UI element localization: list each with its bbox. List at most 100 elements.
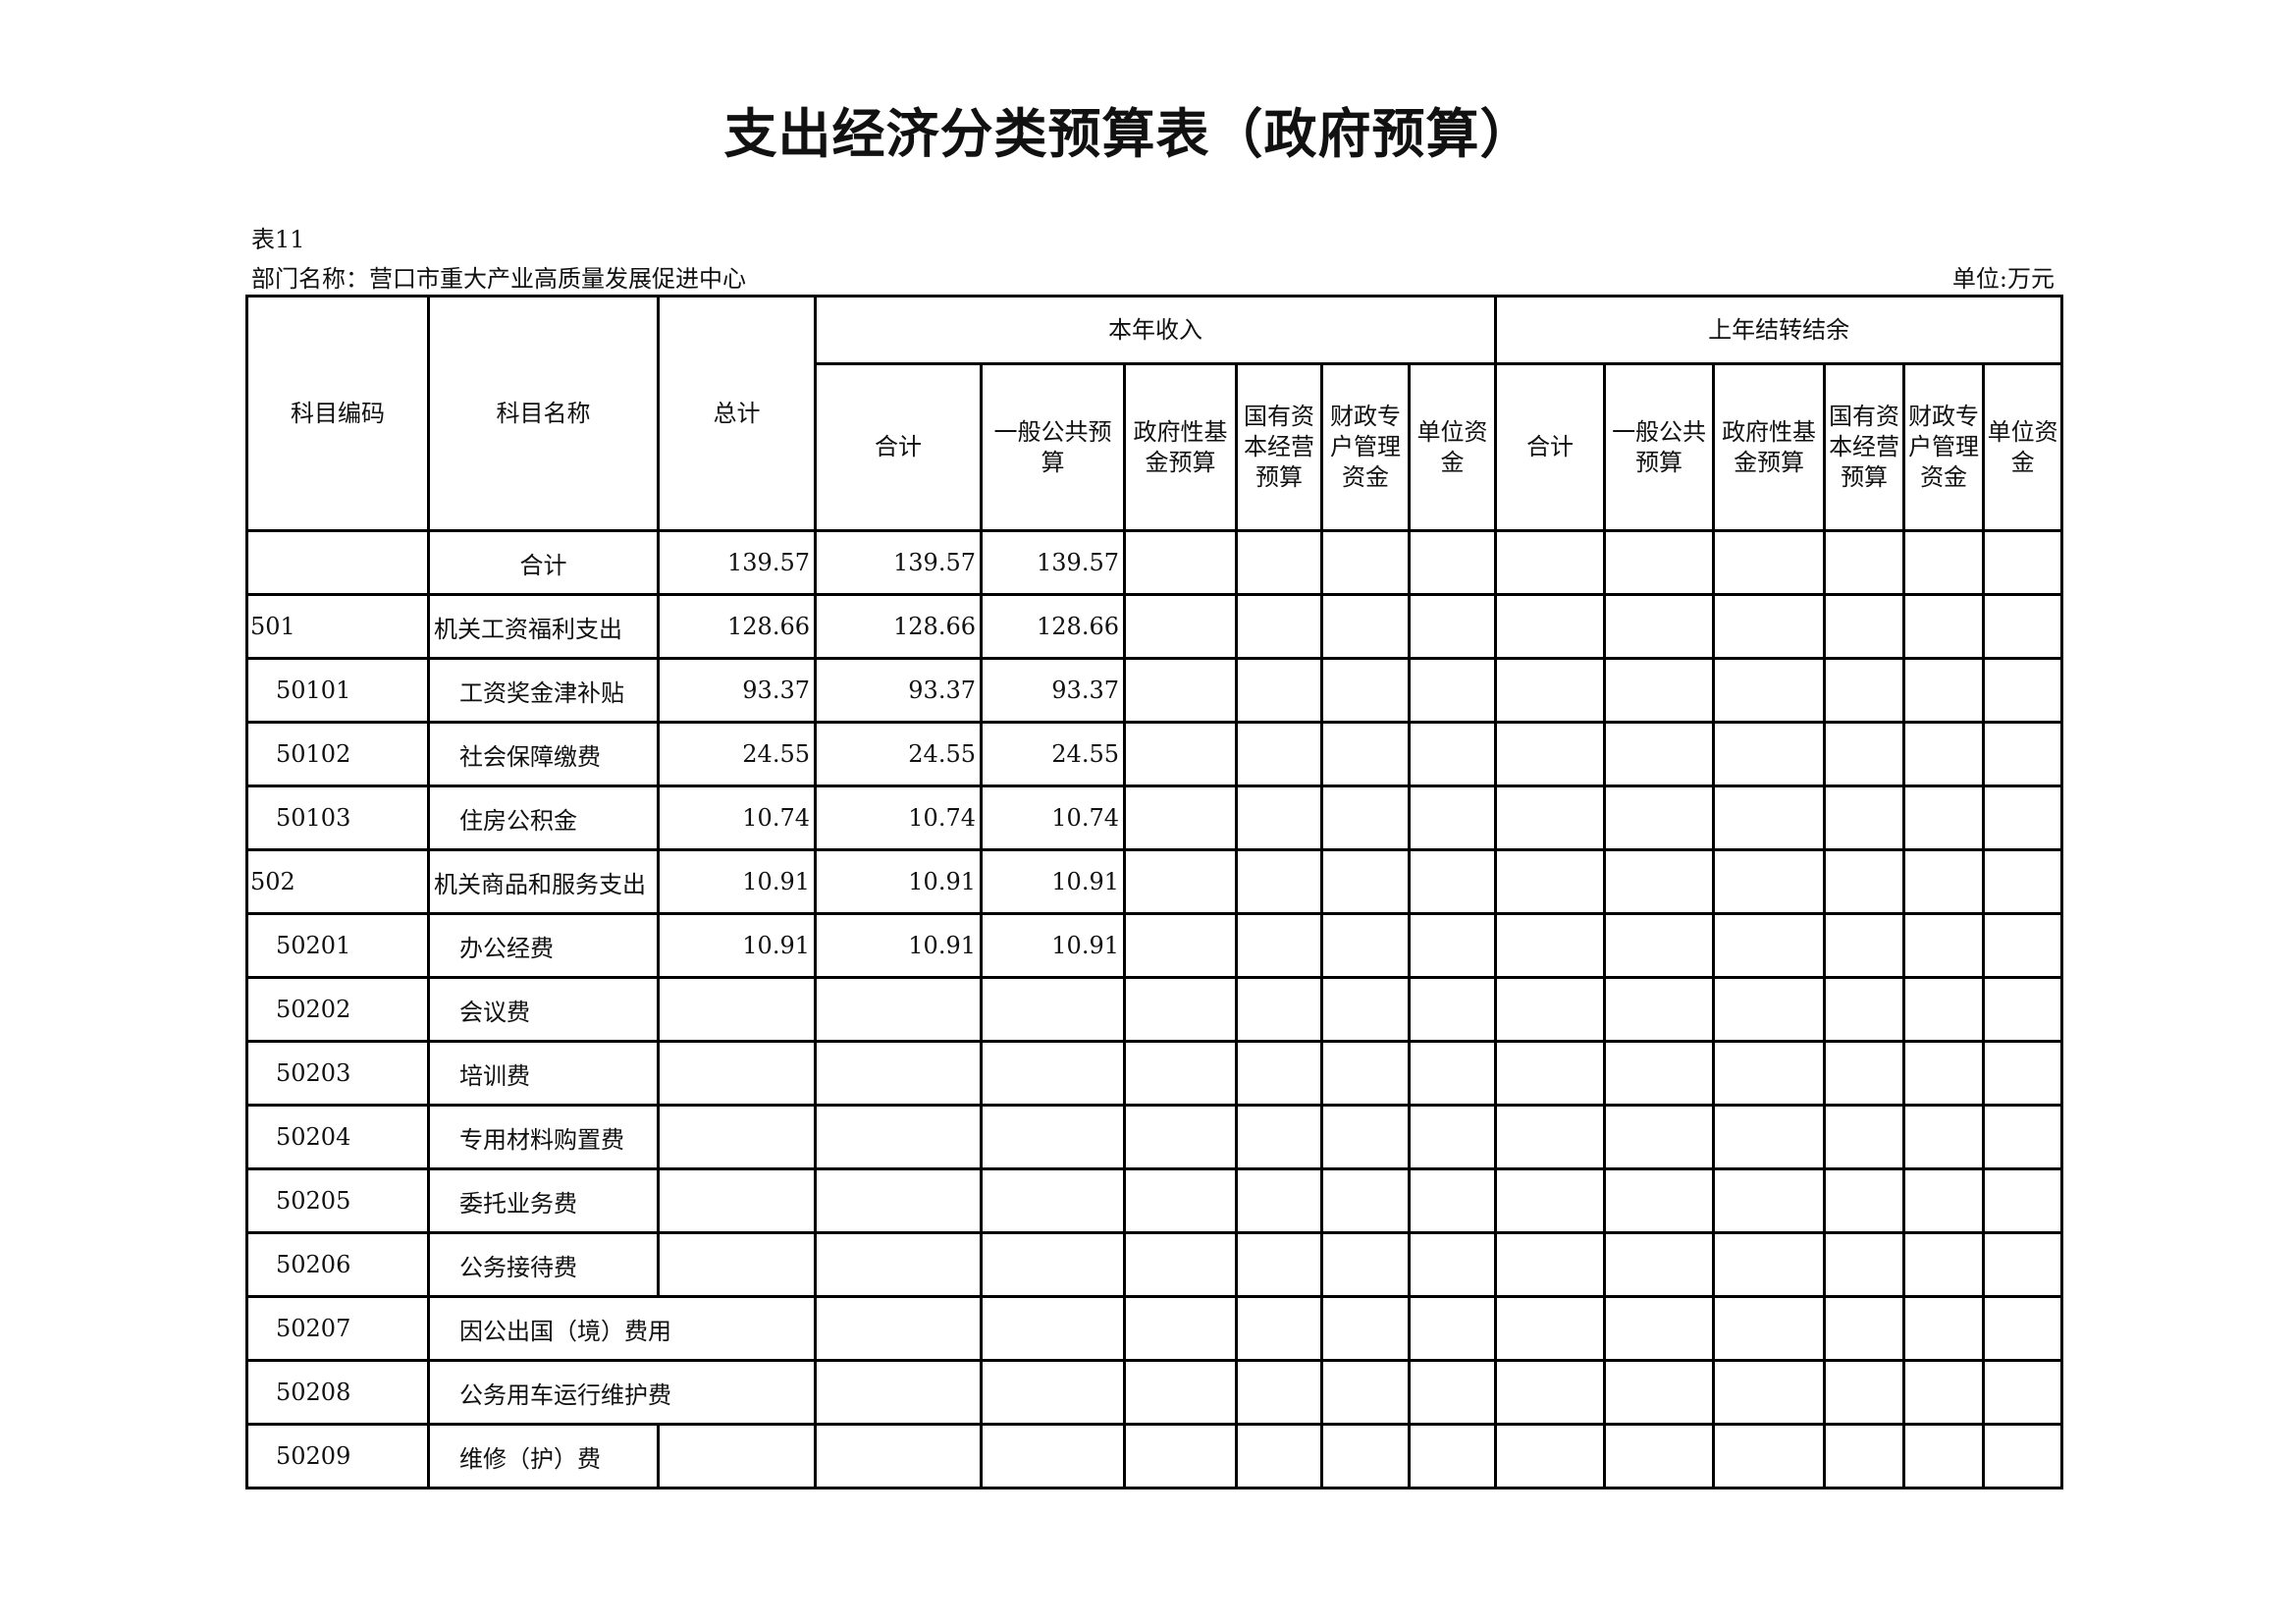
row-carryover-empty-cell [1902, 976, 1986, 1043]
row-carryover-empty-cell [1902, 785, 1986, 851]
row-current-total [814, 1295, 983, 1362]
row-current-total [814, 976, 983, 1043]
row-current-total: 10.91 [814, 848, 983, 915]
row-current-empty-cell [1123, 1104, 1238, 1170]
table-row: 50202 会议费 [245, 976, 2064, 1043]
row-total: 128.66 [657, 593, 817, 660]
row-carryover-empty-cell [1494, 721, 1607, 787]
table-row: 50201 办公经费 10.91 10.91 10.91 [245, 912, 2064, 979]
table-row: 50101 工资奖金津补贴 93.37 93.37 93.37 [245, 657, 2064, 724]
row-name: 培训费 [427, 1040, 660, 1107]
row-current-empty-cell [1235, 976, 1323, 1043]
row-current-general [980, 976, 1126, 1043]
row-current-empty-cell [1407, 912, 1498, 979]
row-code: 50102 [245, 721, 430, 787]
row-carryover-empty-cell [1494, 1040, 1607, 1107]
row-carryover-empty-cell [1712, 657, 1827, 724]
row-name: 委托业务费 [427, 1167, 660, 1234]
header-current-4: 财政专户管理资金 [1320, 362, 1411, 532]
row-carryover-empty-cell [1982, 848, 2064, 915]
row-carryover-empty-cell [1494, 593, 1607, 660]
row-current-empty-cell [1407, 976, 1498, 1043]
row-current-empty-cell [1320, 1423, 1411, 1489]
row-carryover-empty-cell [1712, 1359, 1827, 1426]
row-carryover-empty-cell [1603, 976, 1716, 1043]
row-current-empty-cell [1407, 1167, 1498, 1234]
row-carryover-empty-cell [1494, 529, 1607, 596]
row-current-total: 128.66 [814, 593, 983, 660]
row-carryover-empty-cell [1494, 1423, 1607, 1489]
row-name: 公务用车运行维护费 [427, 1359, 817, 1426]
row-current-total: 24.55 [814, 721, 983, 787]
row-carryover-empty-cell [1712, 529, 1827, 596]
table-row: 50203 培训费 [245, 1040, 2064, 1107]
row-total [657, 1167, 817, 1234]
row-name: 住房公积金 [427, 785, 660, 851]
table-row: 50205 委托业务费 [245, 1167, 2064, 1234]
row-current-general [980, 1040, 1126, 1107]
row-current-general [980, 1167, 1126, 1234]
row-carryover-empty-cell [1712, 593, 1827, 660]
row-current-empty-cell [1320, 1359, 1411, 1426]
row-current-empty-cell [1320, 785, 1411, 851]
row-current-empty-cell [1235, 1231, 1323, 1298]
row-carryover-empty-cell [1982, 593, 2064, 660]
row-code: 50205 [245, 1167, 430, 1234]
row-current-total [814, 1104, 983, 1170]
table-row: 合计 139.57 139.57 139.57 [245, 529, 2064, 596]
row-carryover-empty-cell [1603, 912, 1716, 979]
header-current-0: 合计 [814, 362, 983, 532]
row-carryover-empty-cell [1982, 1167, 2064, 1234]
row-carryover-empty-cell [1712, 1295, 1827, 1362]
row-current-empty-cell [1320, 912, 1411, 979]
row-current-general: 10.91 [980, 912, 1126, 979]
row-total [657, 1423, 817, 1489]
row-carryover-empty-cell [1712, 976, 1827, 1043]
row-code: 50208 [245, 1359, 430, 1426]
header-name: 科目名称 [427, 295, 660, 532]
row-current-empty-cell [1320, 848, 1411, 915]
row-current-total [814, 1423, 983, 1489]
row-carryover-empty-cell [1982, 1423, 2064, 1489]
row-current-empty-cell [1235, 529, 1323, 596]
row-carryover-empty-cell [1712, 1423, 1827, 1489]
row-current-empty-cell [1235, 912, 1323, 979]
budget-table: 科目编码 科目名称 总计 本年收入 上年结转结余 合计 一般公共预算 政府性基金预算… [245, 295, 2064, 1489]
row-code: 50202 [245, 976, 430, 1043]
header-current-5: 单位资金 [1407, 362, 1498, 532]
row-code: 502 [245, 848, 430, 915]
header-carryover-1: 一般公共预算 [1603, 362, 1716, 532]
row-carryover-empty-cell [1982, 657, 2064, 724]
row-carryover-empty-cell [1902, 1167, 1986, 1234]
row-current-empty-cell [1123, 1231, 1238, 1298]
department-name: 部门名称：营口市重大产业高质量发展促进中心 [251, 265, 746, 293]
row-current-total [814, 1359, 983, 1426]
row-carryover-empty-cell [1823, 912, 1906, 979]
row-current-empty-cell [1235, 848, 1323, 915]
row-current-total: 10.91 [814, 912, 983, 979]
row-carryover-empty-cell [1603, 1359, 1716, 1426]
row-carryover-empty-cell [1902, 848, 1986, 915]
row-total [657, 1104, 817, 1170]
row-current-empty-cell [1235, 1040, 1323, 1107]
table-row: 501 机关工资福利支出 128.66 128.66 128.66 [245, 593, 2064, 660]
row-current-empty-cell [1407, 1104, 1498, 1170]
row-current-empty-cell [1235, 657, 1323, 724]
row-carryover-empty-cell [1603, 593, 1716, 660]
row-carryover-empty-cell [1902, 1423, 1986, 1489]
row-carryover-empty-cell [1494, 1359, 1607, 1426]
row-current-empty-cell [1235, 1167, 1323, 1234]
header-current-2: 政府性基金预算 [1123, 362, 1238, 532]
header-carryover-2: 政府性基金预算 [1712, 362, 1827, 532]
row-total: 10.74 [657, 785, 817, 851]
unit-label: 单位:万元 [1951, 265, 2055, 293]
row-carryover-empty-cell [1982, 529, 2064, 596]
row-name: 合计 [427, 529, 660, 596]
row-current-empty-cell [1123, 529, 1238, 596]
row-carryover-empty-cell [1494, 1295, 1607, 1362]
row-current-empty-cell [1235, 593, 1323, 660]
header-carryover-5: 单位资金 [1982, 362, 2064, 532]
row-current-empty-cell [1123, 976, 1238, 1043]
table-header: 科目编码 科目名称 总计 本年收入 上年结转结余 合计 一般公共预算 政府性基金预算… [245, 295, 2064, 532]
row-current-empty-cell [1123, 848, 1238, 915]
